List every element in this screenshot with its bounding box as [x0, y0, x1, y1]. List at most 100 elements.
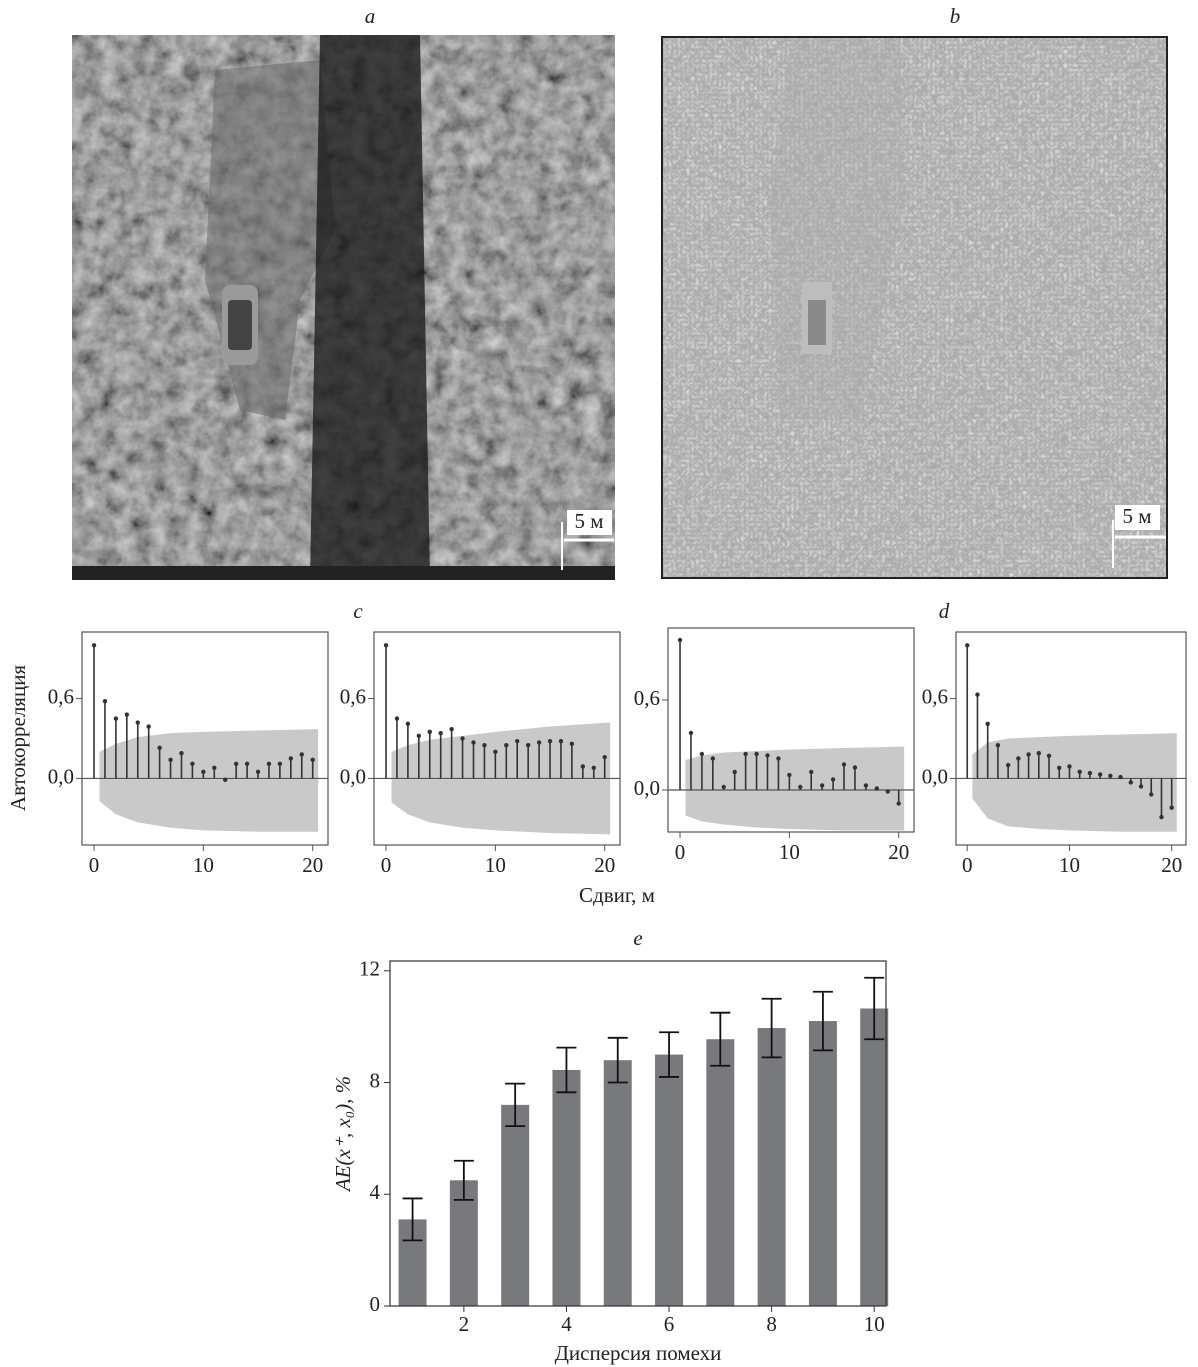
panel-label: d	[939, 599, 950, 623]
x-tick-label: 10	[864, 1312, 885, 1336]
stem-head	[168, 758, 172, 762]
bar	[809, 1021, 837, 1306]
stem-head	[754, 752, 758, 756]
stem-head	[1026, 752, 1030, 756]
stem-head	[526, 743, 530, 747]
stem-head	[245, 762, 249, 766]
bar	[552, 1070, 580, 1306]
stem-head	[289, 756, 293, 760]
stem-head	[820, 783, 824, 787]
y-tick-label: 0	[370, 1292, 381, 1316]
y-tick-label: 0,6	[922, 684, 948, 708]
stem-head	[493, 750, 497, 754]
stem-head	[896, 801, 900, 805]
stem-head	[602, 755, 606, 759]
panel-label: b	[950, 4, 961, 28]
y-tick-label: 0,0	[340, 764, 366, 788]
stem-head	[417, 734, 421, 738]
stem-head	[985, 722, 989, 726]
stem-head	[1098, 772, 1102, 776]
stem-head	[1077, 770, 1081, 774]
stem-head	[548, 739, 552, 743]
stem-head	[678, 638, 682, 642]
stem-head	[212, 766, 216, 770]
x-tick-label: 8	[766, 1312, 777, 1336]
stem-head	[864, 783, 868, 787]
stem-head	[1118, 775, 1122, 779]
y-tick-label: 0,0	[48, 764, 74, 788]
x-tick-label: 4	[561, 1312, 572, 1336]
x-tick-label: 20	[1161, 853, 1182, 877]
stem-head	[711, 756, 715, 760]
stem-head	[428, 730, 432, 734]
stem-head	[743, 752, 747, 756]
figure: a 5 м b 5 м c d Автокорреляция Сдвиг, м …	[0, 0, 1198, 1367]
y-tick-label: 4	[370, 1180, 381, 1204]
stem-head	[1088, 771, 1092, 775]
stem-head	[798, 785, 802, 789]
stem-head	[689, 731, 693, 735]
x-tick-label: 0	[89, 853, 100, 877]
stem-head	[449, 727, 453, 731]
panel-label: a	[365, 4, 376, 28]
stem-head	[515, 739, 519, 743]
stem-head	[1016, 756, 1020, 760]
stem-head	[146, 724, 150, 728]
scale-bar-label: 5 м	[1122, 504, 1151, 528]
stem-head	[776, 756, 780, 760]
stem-head	[1006, 763, 1010, 767]
x-tick-label: 20	[302, 853, 323, 877]
confidence-band	[972, 733, 1176, 832]
y-tick-label: 0,6	[634, 686, 660, 710]
bar	[655, 1055, 683, 1306]
stem-head	[592, 766, 596, 770]
stem-head	[103, 699, 107, 703]
stem-head	[460, 736, 464, 740]
stem-head	[765, 753, 769, 757]
stem-head	[300, 752, 304, 756]
stem-head	[278, 762, 282, 766]
stem-head	[1047, 754, 1051, 758]
panel-label: c	[353, 599, 363, 623]
stem-head	[700, 752, 704, 756]
stem-head	[1108, 774, 1112, 778]
stem-head	[201, 770, 205, 774]
stem-head	[559, 739, 563, 743]
y-axis-label: Автокорреляция	[6, 665, 30, 812]
stem-head	[809, 770, 813, 774]
stem-head	[125, 712, 129, 716]
x-tick-label: 20	[888, 840, 909, 864]
y-tick-label: 0,6	[48, 684, 74, 708]
x-axis-label: Сдвиг, м	[579, 883, 655, 907]
chart-title: e	[633, 926, 642, 950]
stem-head	[438, 731, 442, 735]
photo-b	[662, 37, 1167, 578]
stem-head	[537, 740, 541, 744]
y-tick-label: 0,0	[634, 776, 660, 800]
bar	[604, 1060, 632, 1306]
x-tick-label: 0	[675, 840, 686, 864]
x-tick-label: 2	[459, 1312, 470, 1336]
stem-head	[853, 765, 857, 769]
stem-head	[965, 643, 969, 647]
stem-head	[1169, 806, 1173, 810]
x-tick-label: 10	[779, 840, 800, 864]
stem-head	[384, 643, 388, 647]
y-tick-label: 12	[359, 957, 380, 981]
stem-head	[1149, 792, 1153, 796]
x-tick-label: 10	[485, 853, 506, 877]
stem-head	[570, 742, 574, 746]
bar	[860, 1008, 888, 1306]
stem-head	[996, 743, 1000, 747]
stem-head	[831, 777, 835, 781]
y-tick-label: 0,0	[922, 764, 948, 788]
stem-head	[975, 692, 979, 696]
stem-head	[395, 716, 399, 720]
confidence-band	[685, 747, 904, 831]
x-tick-label: 20	[594, 853, 615, 877]
stem-head	[1129, 780, 1133, 784]
stem-head	[1037, 751, 1041, 755]
stem-head	[1057, 766, 1061, 770]
stem-head	[267, 762, 271, 766]
stem-head	[310, 758, 314, 762]
